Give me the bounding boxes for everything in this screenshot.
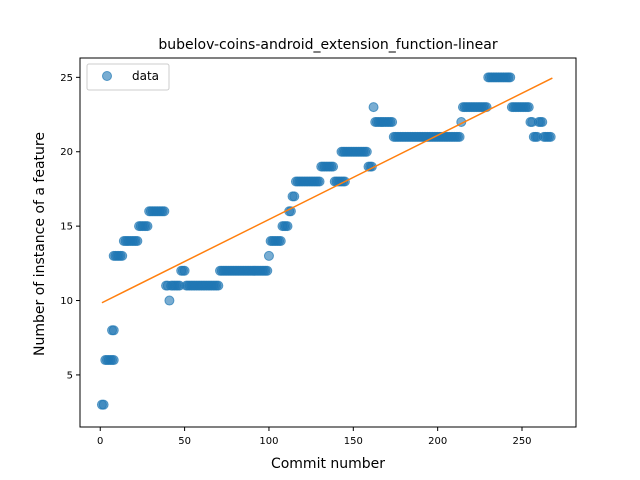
- data-point: [262, 265, 273, 276]
- data-point: [361, 146, 372, 157]
- data-point: [328, 161, 339, 172]
- axes: 0 50 100 150 200 250 5 10 15 20 25: [60, 57, 577, 447]
- data-point: [282, 221, 293, 232]
- x-tick-label: 250: [512, 436, 531, 447]
- data-point: [545, 131, 556, 142]
- data-point: [159, 206, 170, 217]
- data-point: [117, 250, 128, 261]
- legend-frame: [86, 63, 170, 91]
- data-point: [523, 102, 534, 113]
- data-point: [164, 295, 175, 306]
- y-tick-label: 10: [60, 296, 73, 307]
- trend-line: [101, 77, 553, 304]
- y-tick-label: 20: [60, 147, 73, 158]
- y-tick-label: 25: [60, 73, 73, 84]
- x-tick-label: 100: [259, 436, 278, 447]
- legend: data: [86, 63, 170, 91]
- y-tick-label: 15: [60, 222, 73, 233]
- y-axis-label: Number of instance of a feature: [32, 132, 48, 356]
- plot-area: [96, 72, 556, 410]
- legend-label-data: data: [132, 69, 159, 83]
- x-tick-label: 50: [178, 436, 191, 447]
- data-point: [505, 72, 516, 83]
- y-tick-label: 5: [67, 370, 73, 381]
- chart-title: bubelov-coins-android_extension_function…: [158, 37, 498, 53]
- data-point: [289, 191, 300, 202]
- data-point: [142, 221, 153, 232]
- data-point: [108, 325, 119, 336]
- plot-frame: [79, 57, 577, 428]
- x-tick-label: 200: [428, 436, 447, 447]
- legend-marker: [102, 71, 112, 81]
- data-point: [454, 131, 465, 142]
- data-point: [314, 176, 325, 187]
- data-point: [275, 236, 286, 247]
- data-point: [98, 399, 109, 410]
- x-tick-label: 150: [344, 436, 363, 447]
- data-point: [108, 355, 119, 366]
- data-point: [387, 116, 398, 127]
- x-axis-label: Commit number: [271, 456, 385, 472]
- data-point: [368, 102, 379, 113]
- data-point: [132, 236, 143, 247]
- data-point: [179, 265, 190, 276]
- data-point: [213, 280, 224, 291]
- data-point: [537, 116, 548, 127]
- data-point: [263, 250, 274, 261]
- x-tick-label: 0: [97, 436, 103, 447]
